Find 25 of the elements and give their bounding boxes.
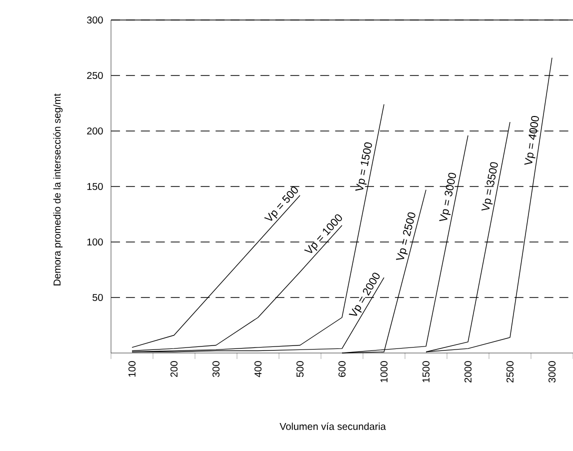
y-tick-label: 300	[86, 16, 103, 24]
x-tick-label: 200	[170, 361, 178, 377]
text: Vp = 500	[264, 186, 298, 221]
y-tick-label: 50	[92, 294, 103, 302]
x-tick-label: 100	[128, 361, 136, 377]
x-tick-label: 2000	[464, 361, 472, 382]
x-tick-label: 2500	[506, 361, 514, 382]
text: Vp = 2500	[396, 212, 416, 260]
text: Vp = 1500	[355, 142, 372, 191]
text: Vp = 3000	[439, 172, 456, 222]
y-tick-label: 250	[87, 72, 103, 80]
x-tick-label: 600	[338, 361, 346, 377]
x-tick-label: 1000	[380, 361, 388, 382]
text: Vp = 3500	[481, 162, 498, 211]
x-tick-label: 1500	[422, 361, 430, 382]
x-tick-label: 400	[254, 361, 262, 378]
x-axis-title: Volumen vía secundaria	[280, 422, 386, 430]
x-tick-label: 300	[212, 361, 220, 378]
y-tick-label: 150	[87, 182, 103, 190]
y-tick-label: 200	[87, 127, 103, 135]
x-tick-label: 3000	[548, 361, 556, 383]
y-tick-label: 100	[87, 238, 103, 246]
y-axis-title: Demora promedio de la intersección seg/mt	[53, 94, 63, 286]
x-tick-label: 500	[296, 361, 304, 377]
text: Vp = 4000	[524, 116, 539, 165]
